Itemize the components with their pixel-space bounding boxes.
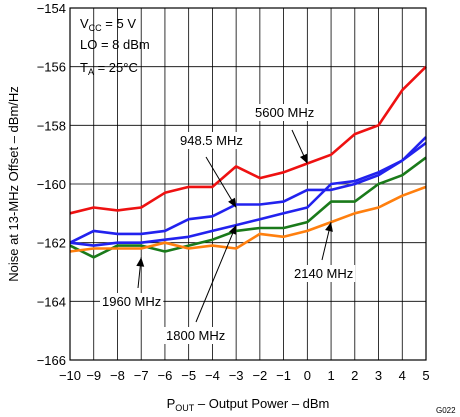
grid [69, 7, 427, 361]
x-tick-labels: −10 −9 −8 −7 −6 −5 −4 −3 −2 −1 0 1 2 3 4 5 [59, 368, 430, 383]
x-axis-label-main: P [167, 396, 176, 411]
y-tick-labels: −166 −164 −162 −160 −158 −156 −154 [37, 1, 66, 368]
leader-arrowhead [228, 225, 237, 235]
leader-arrowhead [299, 153, 308, 164]
series-label: 1960 MHz [102, 294, 161, 309]
condition-vcc: VCC = 5 V [80, 16, 136, 33]
figure-id: G022 [436, 406, 456, 415]
y-tick-label: −156 [37, 60, 66, 75]
condition-vcc-rest: = 5 V [102, 16, 137, 31]
condition-vcc-main: V [80, 16, 89, 31]
x-axis-label: POUT – Output Power – dBm [167, 396, 330, 413]
x-tick-label: 0 [304, 368, 311, 383]
x-tick-label: 4 [399, 368, 406, 383]
x-tick-label: −2 [252, 368, 267, 383]
y-tick-label: −154 [37, 1, 66, 16]
series-labels: 5600 MHz 948.5 MHz 1960 MHz 1800 MHz 2140 MH… [100, 104, 356, 344]
series-label-background [253, 104, 317, 121]
condition-ta-sub: A [88, 67, 94, 77]
x-tick-label: −4 [205, 368, 220, 383]
y-tick-label: −166 [37, 353, 66, 368]
x-axis-label-rest: – Output Power – dBm [194, 396, 329, 411]
x-tick-label: −6 [158, 368, 173, 383]
leader-line [205, 156, 237, 208]
x-tick-label: −9 [86, 368, 101, 383]
y-tick-label: −164 [37, 294, 66, 309]
series-lines [69, 65, 427, 259]
series-label: 2140 MHz [294, 266, 353, 281]
leader-arrowhead [136, 257, 145, 267]
y-tick-label: −160 [37, 177, 66, 192]
condition-ta-main: T [80, 60, 88, 75]
series-line [69, 156, 427, 259]
series-line [69, 141, 427, 247]
series-label: 5600 MHz [255, 105, 314, 120]
x-tick-label: 3 [375, 368, 382, 383]
y-tick-label: −162 [37, 236, 66, 251]
x-tick-label: −3 [229, 368, 244, 383]
x-tick-label: 1 [327, 368, 334, 383]
series-label: 948.5 MHz [180, 133, 243, 148]
y-axis-label: Noise at 13-MHz Offset – dBm/Hz [6, 86, 21, 282]
series-line [69, 185, 427, 253]
x-tick-label: −5 [181, 368, 196, 383]
plot-frame [69, 7, 427, 361]
series-label-background [164, 327, 228, 344]
series-label: 1800 MHz [166, 328, 225, 343]
condition-ta-rest: = 25°C [94, 60, 138, 75]
x-tick-label: −7 [134, 368, 149, 383]
x-tick-label: 5 [422, 368, 429, 383]
x-tick-label: −10 [59, 368, 81, 383]
leader-arrowhead [325, 222, 333, 232]
series-label-background [292, 265, 356, 282]
series-line [69, 136, 427, 244]
leader-arrowhead [228, 197, 237, 208]
conditions-box: VCC = 5 V LO = 8 dBm TA = 25°C [80, 16, 150, 77]
series-line [69, 65, 427, 215]
leader-line [195, 224, 237, 323]
condition-lo: LO = 8 dBm [80, 37, 150, 52]
x-tick-label: −8 [110, 368, 125, 383]
condition-vcc-sub: CC [89, 23, 102, 33]
x-axis-label-sub: OUT [175, 403, 195, 413]
x-tick-label: 2 [351, 368, 358, 383]
series-label-background [100, 293, 164, 310]
series-label-background [178, 132, 245, 149]
x-tick-label: −1 [276, 368, 291, 383]
condition-ta: TA = 25°C [80, 60, 138, 77]
y-tick-label: −158 [37, 118, 66, 133]
